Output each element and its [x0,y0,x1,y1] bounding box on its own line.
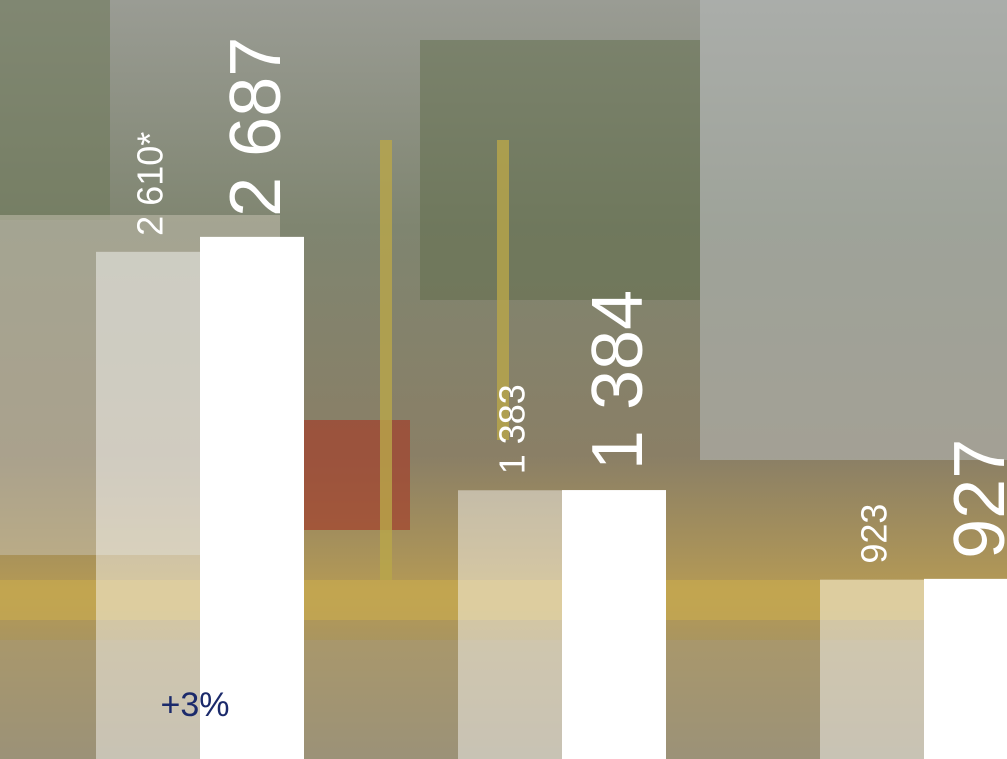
bar [820,579,924,759]
bar [924,578,1007,759]
bar [200,236,304,759]
value-label: 927 [940,439,1007,559]
value-label: 923 [854,504,895,564]
bar [458,490,562,759]
value-label: 2 610* [130,132,171,236]
bar [562,490,666,759]
value-label: 1 383 [492,384,533,474]
bar [96,251,200,759]
value-label: 1 384 [578,290,658,470]
annotation: +3% [161,686,230,724]
value-label: 2 687 [216,37,296,217]
